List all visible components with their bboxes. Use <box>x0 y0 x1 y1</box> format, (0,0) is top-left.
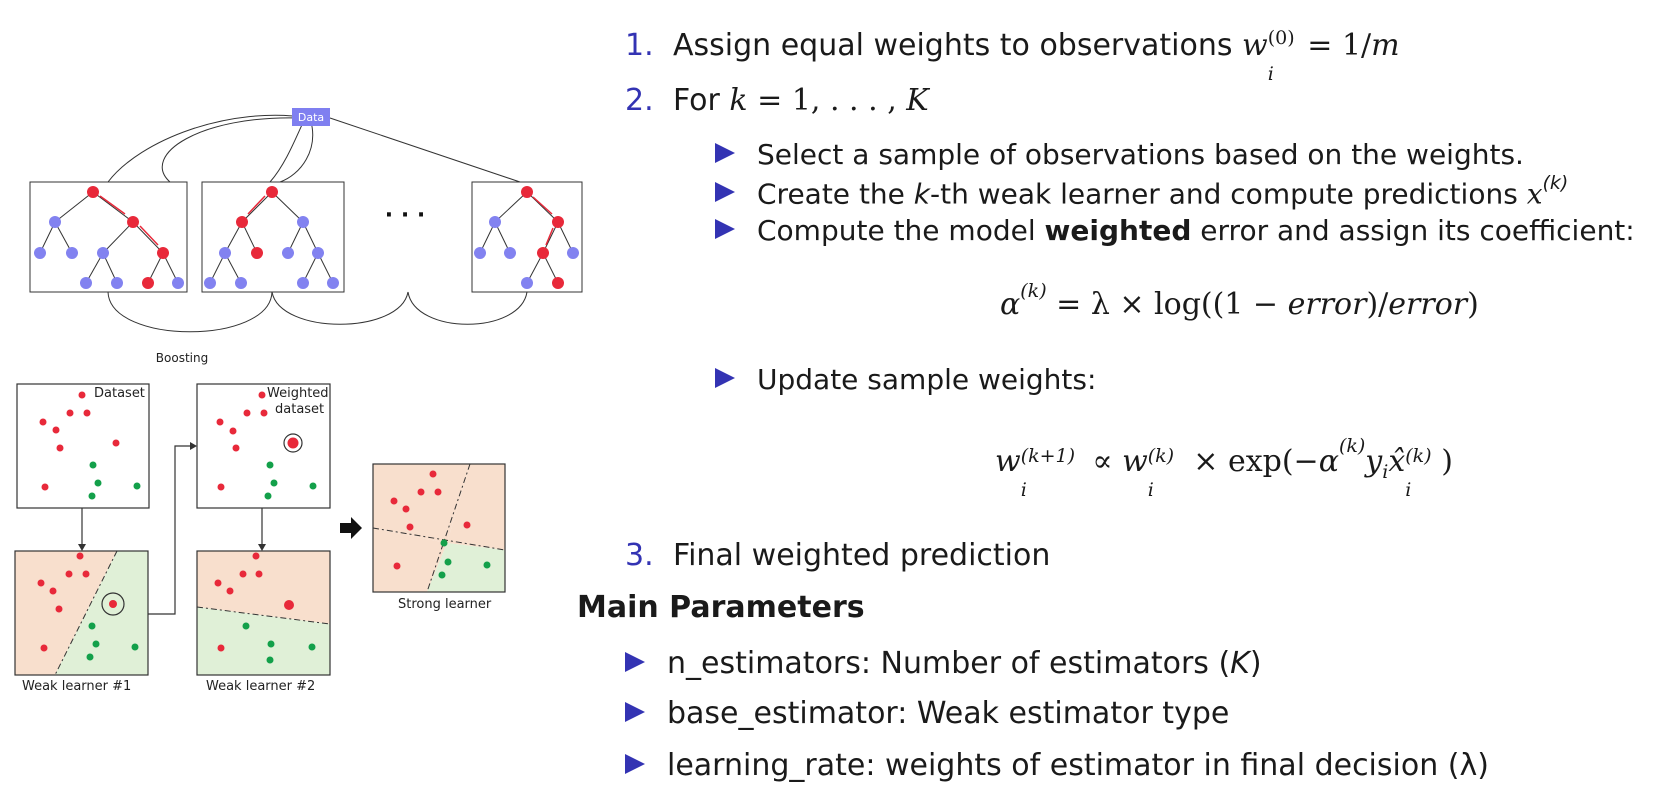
weak-learner-2-label: Weak learner #2 <box>206 679 315 694</box>
bullet-create-learner: Create the k-th weak learner and compute… <box>715 172 1568 210</box>
boosting-figure: Data · · · <box>14 108 583 694</box>
weak-learner-1-label: Weak learner #1 <box>22 679 131 694</box>
weak-learner-2-panel <box>196 550 331 676</box>
step-1: 1. Assign equal weights to observations w… <box>625 27 1400 85</box>
tree-box-1 <box>29 181 188 293</box>
weighted-dataset-label-2: dataset <box>275 402 324 417</box>
weighted-dataset-points <box>216 391 317 500</box>
ellipsis: · · · <box>385 203 425 228</box>
bullet-triangle-icon <box>715 143 735 163</box>
data-label: Data <box>298 111 324 124</box>
step-2-text: For <box>673 83 720 118</box>
weak-learner-1-panel <box>14 550 149 676</box>
bullet-compute-error: Compute the model weighted error and ass… <box>715 214 1635 247</box>
weighted-dataset-label-1: Weighted <box>267 386 329 401</box>
strong-learner-label: Strong learner <box>398 597 492 612</box>
bullet-triangle-icon <box>625 651 645 672</box>
bullet-triangle-icon <box>715 368 735 388</box>
param-n-estimators: n_estimators: Number of estimators (K) <box>625 646 1262 681</box>
boosting-label: Boosting <box>156 351 208 365</box>
dataset-label: Dataset <box>94 386 145 401</box>
tree-ensemble-diagram: Data · · · <box>29 108 583 365</box>
param-learning-rate: learning_rate: weights of estimator in f… <box>625 748 1489 783</box>
dataset-panel <box>16 383 150 509</box>
weak-learners-diagram: Dataset Weak learner #1 <box>14 383 506 694</box>
weight-update-formula: w (k+1) i ∝ w (k) i × exp(−α(k)yix̂ (k) i) <box>995 435 1453 501</box>
tree-box-2 <box>201 181 345 293</box>
step-2-number: 2. <box>625 83 654 118</box>
step-3-number: 3. <box>625 538 654 573</box>
bullet-triangle-icon <box>715 182 735 203</box>
tree-3-nodes <box>474 186 579 289</box>
bullet-triangle-icon <box>625 701 645 722</box>
bullet-triangle-icon <box>715 219 735 239</box>
bullet-triangle-icon <box>625 753 645 774</box>
step-1-text: Assign equal weights to observations <box>673 28 1233 63</box>
param-base-estimator: base_estimator: Weak estimator type <box>625 696 1229 731</box>
dataset-points <box>39 391 141 500</box>
tree-1-nodes <box>34 186 184 289</box>
step-2: 2. For k = 1, . . . , K <box>625 83 929 118</box>
step-1-number: 1. <box>625 28 654 63</box>
bullet-select-sample: Select a sample of observations based on… <box>715 138 1524 171</box>
arrow-icon <box>340 517 362 539</box>
alpha-formula: α(k) = λ × log((1 − error)/error) <box>1000 280 1479 322</box>
main-parameters-heading: Main Parameters <box>577 590 865 625</box>
tree-2-nodes <box>204 186 339 289</box>
step-1-formula: w (0) i = 1/m <box>1242 27 1400 85</box>
step-2-formula: k = 1, . . . , K <box>729 83 929 118</box>
step-3-text: Final weighted prediction <box>673 538 1051 573</box>
strong-learner-panel <box>372 463 506 593</box>
tree-box-3 <box>471 181 583 293</box>
bullet-update-weights: Update sample weights: <box>715 363 1096 396</box>
step-3: 3. Final weighted prediction <box>625 538 1050 573</box>
data-box <box>292 108 330 126</box>
